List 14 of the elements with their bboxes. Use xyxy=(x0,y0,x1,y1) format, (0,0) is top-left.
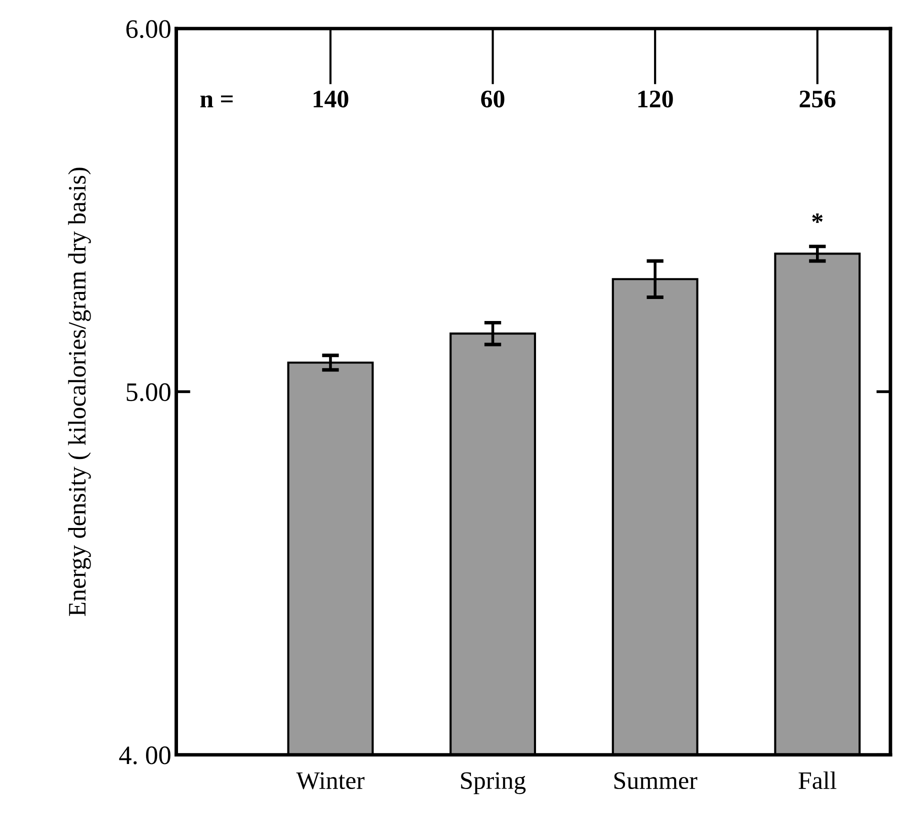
annotation: 60 xyxy=(481,90,504,108)
x-tick-label: Fall xyxy=(798,771,836,790)
x-tick-label: Summer xyxy=(614,772,698,790)
annotation: 120 xyxy=(638,90,673,108)
annotation: 140 xyxy=(314,90,348,108)
annotation: * xyxy=(812,214,823,223)
y-tick-label: 5.00 xyxy=(126,383,170,402)
y-tick-label: 4. 00 xyxy=(119,746,170,764)
x-tick-label: Spring xyxy=(461,772,526,794)
annotation: 256 xyxy=(800,90,836,108)
x-tick-label: Winter xyxy=(296,772,364,790)
annotation: n = xyxy=(200,95,233,108)
y-tick-label: 6.00 xyxy=(126,20,170,38)
y-axis-title: Energy density ( kilocalories/gram dry basis) xyxy=(68,168,91,616)
